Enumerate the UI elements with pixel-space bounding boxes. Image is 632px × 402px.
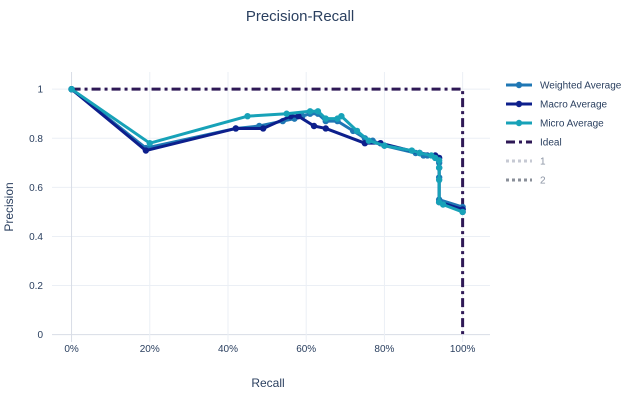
data-point-micro-average <box>459 208 466 216</box>
data-point-micro-average <box>365 137 372 144</box>
x-tick-label: 60% <box>296 344 316 355</box>
series-ideal <box>71 87 465 335</box>
data-point-micro-average <box>435 157 443 164</box>
data-point-macro-average <box>295 112 302 120</box>
legend-item-ideal[interactable]: Ideal <box>506 138 562 149</box>
data-point-macro-average <box>310 122 318 130</box>
data-point-micro-average <box>306 108 314 115</box>
legend-label: Micro Average <box>540 119 604 130</box>
data-point-micro-average <box>353 127 361 135</box>
y-axis-title: Precision <box>2 182 16 231</box>
chart-title: Precision-Recall <box>246 8 354 25</box>
legend-label: Weighted Average <box>540 81 622 92</box>
legend-item-1[interactable]: 1 <box>506 157 546 168</box>
y-tick-label: 0.8 <box>29 134 43 145</box>
legend-item-macro-average[interactable]: Macro Average <box>506 100 608 111</box>
data-point-micro-average <box>146 139 153 147</box>
series-micro-average <box>68 85 466 216</box>
data-point-micro-average <box>314 108 322 115</box>
legend-label: 1 <box>540 157 546 168</box>
series-line-micro-average <box>70 87 464 214</box>
x-tick-label: 0% <box>64 344 79 355</box>
data-point-micro-average <box>439 201 447 208</box>
series-layer <box>68 85 466 335</box>
legend-marker <box>515 100 523 108</box>
legend-item-weighted-average[interactable]: Weighted Average <box>506 81 622 92</box>
tick-layer: 0 0.2 0.4 0.6 0.8 1 0% 20% 40% 60% 80% 100% <box>29 85 475 355</box>
y-tick-label: 0.6 <box>29 183 43 194</box>
series-line-ideal <box>71 87 465 335</box>
data-point-micro-average <box>381 142 388 149</box>
data-point-micro-average <box>435 176 443 184</box>
legend-label: 2 <box>540 176 546 187</box>
x-tick-label: 100% <box>450 344 476 355</box>
data-point-micro-average <box>416 149 423 157</box>
x-tick-label: 20% <box>140 344 160 355</box>
data-point-micro-average <box>244 112 251 120</box>
data-point-macro-average <box>232 125 240 132</box>
data-point-micro-average <box>408 147 415 154</box>
y-tick-label: 1 <box>37 85 43 96</box>
legend: Weighted Average Macro Average Micro Avera… <box>506 81 622 187</box>
data-point-macro-average <box>322 125 329 132</box>
legend-item-micro-average[interactable]: Micro Average <box>506 119 604 130</box>
y-tick-label: 0.4 <box>29 232 43 243</box>
data-point-micro-average <box>283 110 290 117</box>
legend-label: Ideal <box>540 138 562 149</box>
y-tick-label: 0.2 <box>29 281 43 292</box>
legend-marker <box>515 81 523 89</box>
legend-item-2[interactable]: 2 <box>506 176 546 187</box>
data-point-macro-average <box>142 147 150 154</box>
data-point-micro-average <box>435 164 443 171</box>
data-point-micro-average <box>338 112 345 120</box>
data-point-micro-average <box>322 115 329 122</box>
x-tick-label: 40% <box>218 344 238 355</box>
y-tick-label: 0 <box>37 330 43 341</box>
x-tick-label: 80% <box>374 344 394 355</box>
grid-layer <box>52 72 490 342</box>
x-axis-title: Recall <box>251 376 284 390</box>
data-point-micro-average <box>68 85 75 93</box>
legend-marker <box>515 119 523 127</box>
legend-label: Macro Average <box>540 100 608 111</box>
data-point-macro-average <box>259 125 267 132</box>
